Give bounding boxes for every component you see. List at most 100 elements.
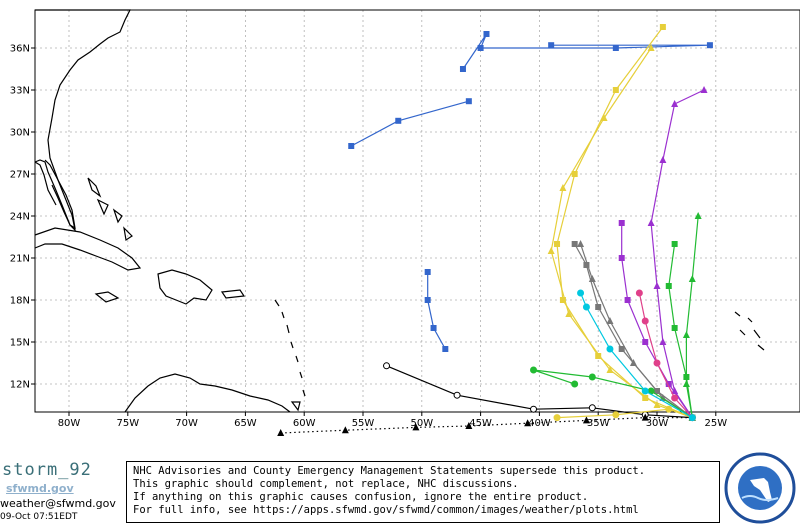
south-america-coast: [124, 373, 291, 413]
lat-label: 18N: [10, 296, 30, 307]
track-point: [582, 416, 590, 424]
track-point: [653, 282, 661, 289]
cape-verde: [734, 311, 765, 351]
track-point: [582, 303, 590, 311]
track-point: [595, 353, 602, 359]
track-point: [348, 143, 355, 149]
track-point: [654, 388, 660, 394]
track-point: [559, 297, 566, 303]
track-point: [612, 45, 619, 51]
lat-lon-grid: [35, 10, 800, 412]
track-point: [671, 241, 678, 247]
track-point: [688, 275, 696, 282]
lat-label: 33N: [10, 86, 30, 97]
lon-label: 45W: [469, 418, 492, 429]
logo-wave: [741, 495, 779, 501]
puerto-rico: [220, 289, 246, 299]
track-point: [383, 362, 391, 370]
disclaimer-url-line[interactable]: For full info, see https://apps.sfwmd.go…: [133, 504, 639, 516]
track-point: [588, 373, 596, 381]
track-point: [612, 411, 620, 419]
track-point: [571, 171, 578, 177]
lon-label: 75W: [116, 418, 139, 429]
track-point: [659, 156, 667, 163]
track-point: [659, 24, 666, 30]
track-point: [459, 66, 466, 72]
us-east-coast: [34, 9, 131, 232]
track-point: [641, 413, 649, 421]
track-point: [553, 414, 561, 422]
track-point: [465, 422, 473, 429]
bahamas-4: [123, 226, 133, 242]
model-track: [277, 413, 696, 436]
track-point: [395, 117, 402, 124]
disclaimer-line: If anything on this graphic causes confu…: [133, 491, 589, 503]
track-line: [280, 417, 693, 434]
track-point: [442, 346, 449, 352]
track-line: [650, 89, 705, 418]
track-point: [647, 44, 655, 51]
jamaica: [94, 291, 120, 303]
track-point: [600, 114, 608, 121]
track-point: [694, 212, 702, 219]
track-point: [659, 338, 667, 345]
lon-label: 80W: [58, 418, 81, 429]
track-point: [653, 401, 661, 408]
track-point: [641, 387, 649, 395]
track-point: [665, 405, 673, 413]
track-point: [671, 387, 679, 394]
track-point: [530, 366, 538, 374]
bahamas-3: [112, 208, 123, 224]
brand-link[interactable]: sfwmd.gov: [6, 482, 74, 495]
track-point: [554, 241, 561, 247]
lon-label: 30W: [646, 418, 669, 429]
lon-label: 60W: [293, 418, 316, 429]
disclaimer-line: This graphic should complement, not repl…: [133, 478, 519, 490]
hispaniola: [157, 269, 213, 305]
track-point: [424, 297, 431, 303]
map-border: [34, 9, 800, 413]
district-logo: [724, 452, 796, 524]
lesser-antilles: [274, 299, 306, 397]
track-point: [577, 240, 585, 247]
model-track: [424, 269, 449, 352]
track-point: [641, 317, 649, 325]
track-point: [277, 429, 285, 436]
lon-label: 40W: [528, 418, 551, 429]
track-point: [577, 289, 585, 297]
lat-label: 30N: [10, 128, 30, 139]
track-line: [386, 365, 693, 419]
map-background: [35, 10, 800, 412]
trinidad: [290, 401, 301, 412]
track-point: [647, 219, 655, 226]
footer-branding: storm_92 sfwmd.gov weather@sfwmd.gov 09-…: [0, 458, 130, 525]
track-point: [671, 394, 679, 402]
track-point: [483, 31, 490, 37]
storm-name: storm_92: [2, 460, 92, 480]
track-point: [606, 345, 614, 353]
track-point: [571, 241, 578, 247]
bahamas-2: [96, 198, 109, 216]
track-point: [606, 317, 614, 324]
lat-label: 21N: [10, 254, 30, 265]
cuba: [34, 227, 142, 271]
track-point: [682, 331, 690, 338]
track-line: [574, 243, 693, 419]
track-point: [624, 297, 631, 303]
track-point: [453, 391, 461, 399]
track-point: [595, 304, 602, 310]
track-point: [465, 98, 472, 105]
gulf-coast: [34, 161, 57, 206]
track-point: [341, 426, 349, 434]
model-track: [577, 289, 696, 422]
track-point: [588, 404, 596, 412]
lon-label: 70W: [175, 418, 198, 429]
track-point: [548, 42, 555, 49]
longitude-labels: 80W 75W 70W 65W 60W 55W 50W 45W 40W 35W 30W 25W: [58, 412, 727, 429]
track-point: [612, 87, 619, 93]
track-point: [565, 310, 573, 317]
contact-email[interactable]: weather@sfwmd.gov: [0, 497, 116, 510]
lat-label: 36N: [10, 44, 30, 55]
track-line: [556, 408, 693, 419]
track-point: [642, 339, 649, 345]
